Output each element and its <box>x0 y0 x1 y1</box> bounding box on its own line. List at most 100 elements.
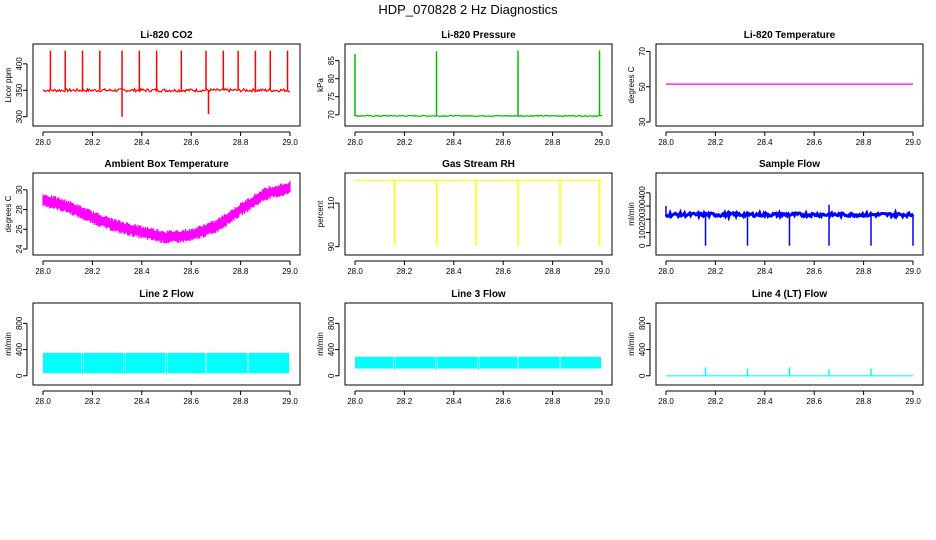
plot-frame <box>32 172 301 256</box>
data-band <box>42 181 291 244</box>
data-block <box>248 352 290 374</box>
y-axis-label: Licor ppm <box>4 67 13 102</box>
data-block <box>207 352 248 374</box>
x-tick-label: 29.0 <box>594 397 610 406</box>
y-tick-label: 80 <box>327 74 336 83</box>
x-tick-label: 29.0 <box>594 138 610 147</box>
y-tick-label: 350 <box>15 83 24 97</box>
data-block <box>395 356 436 369</box>
chart-panel: Gas Stream RH percent 28.0 28.2 28.4 28.6 28.8… <box>316 159 613 276</box>
plot-frame <box>344 43 613 127</box>
y-tick-label: 75 <box>327 92 336 101</box>
x-tick-label: 28.0 <box>658 397 674 406</box>
x-tick-label: 28.6 <box>495 397 511 406</box>
x-tick-label: 28.4 <box>134 397 150 406</box>
x-tick-label: 28.4 <box>446 138 462 147</box>
data-block <box>43 352 82 374</box>
y-tick-label: 800 <box>638 316 647 330</box>
x-tick-label: 29.0 <box>905 397 921 406</box>
chart-title: Li-820 CO2 <box>140 30 193 41</box>
data-block <box>560 356 602 369</box>
y-axis-label: percent <box>316 200 325 227</box>
y-tick-label: 0 <box>638 243 647 248</box>
x-tick-label: 28.4 <box>757 397 773 406</box>
chart-panel: Sample Flow ml/min 28.0 28.2 28.4 28.6 28.8 29.… <box>627 159 924 276</box>
data-line <box>354 114 603 118</box>
y-tick-label: 70 <box>638 47 647 56</box>
plot-frame <box>655 43 924 127</box>
data-block <box>355 356 394 369</box>
x-tick-label: 28.6 <box>183 267 199 276</box>
x-tick-label: 28.2 <box>708 138 724 147</box>
x-tick-label: 28.2 <box>397 397 413 406</box>
data-block <box>167 352 206 374</box>
x-tick-label: 28.2 <box>397 138 413 147</box>
x-tick-label: 28.4 <box>134 267 150 276</box>
y-axis-label: ml/min <box>316 332 325 356</box>
plot-frame <box>655 172 924 256</box>
x-tick-label: 28.6 <box>183 397 199 406</box>
x-tick-label: 28.4 <box>446 267 462 276</box>
y-tick-label: 70 <box>327 110 336 119</box>
chart-title: Line 3 Flow <box>451 289 506 300</box>
x-tick-label: 28.4 <box>446 397 462 406</box>
y-tick-label: 300 <box>15 109 24 123</box>
data-block <box>437 356 478 369</box>
y-tick-label: 90 <box>327 242 336 251</box>
plot-frame <box>32 43 301 127</box>
plot-frame <box>344 302 613 386</box>
x-tick-label: 28.2 <box>708 267 724 276</box>
x-tick-label: 28.0 <box>35 267 51 276</box>
x-tick-label: 28.6 <box>495 138 511 147</box>
x-tick-label: 28.4 <box>757 267 773 276</box>
y-tick-label: 100 <box>638 225 647 239</box>
y-tick-label: 300 <box>638 199 647 213</box>
data-block <box>83 352 124 374</box>
plot-frame <box>344 172 613 256</box>
x-tick-label: 28.0 <box>35 397 51 406</box>
y-axis-label: kPa <box>316 78 325 92</box>
chart-title: Gas Stream RH <box>442 159 515 170</box>
x-tick-label: 28.0 <box>347 397 363 406</box>
x-tick-label: 28.8 <box>856 138 872 147</box>
x-tick-label: 28.8 <box>545 397 561 406</box>
y-tick-label: 28 <box>15 205 24 214</box>
x-tick-label: 28.8 <box>545 138 561 147</box>
x-tick-label: 28.0 <box>347 138 363 147</box>
x-tick-label: 29.0 <box>905 138 921 147</box>
y-axis-label: degrees C <box>627 66 636 103</box>
x-tick-label: 28.0 <box>658 138 674 147</box>
x-tick-label: 28.6 <box>806 267 822 276</box>
x-tick-label: 29.0 <box>282 397 298 406</box>
x-tick-label: 29.0 <box>282 138 298 147</box>
chart-title: Li-820 Pressure <box>441 30 516 41</box>
chart-title: Line 2 Flow <box>139 289 194 300</box>
x-tick-label: 28.8 <box>856 267 872 276</box>
chart-title: Ambient Box Temperature <box>104 159 229 170</box>
y-tick-label: 200 <box>638 212 647 226</box>
y-tick-label: 30 <box>638 117 647 126</box>
x-tick-label: 28.2 <box>85 267 101 276</box>
x-tick-label: 28.4 <box>134 138 150 147</box>
x-tick-label: 28.6 <box>806 138 822 147</box>
chart-panel: Ambient Box Temperature degrees C 28.0 28.2… <box>4 159 301 276</box>
chart-panel: Li-820 CO2 Licor ppm 28.0 28.2 28.4 28.6 28.8 2… <box>4 30 301 147</box>
y-tick-label: 24 <box>15 244 24 253</box>
x-tick-label: 28.2 <box>85 397 101 406</box>
y-tick-label: 26 <box>15 224 24 233</box>
chart-panel: Line 2 Flow ml/min 28.0 28.2 28.4 28.6 28.8 29.… <box>4 289 301 406</box>
y-axis-label: ml/min <box>627 332 636 356</box>
y-tick-label: 85 <box>327 56 336 65</box>
x-tick-label: 28.8 <box>545 267 561 276</box>
x-tick-label: 28.2 <box>708 397 724 406</box>
x-tick-label: 28.8 <box>856 397 872 406</box>
x-tick-label: 28.8 <box>233 397 249 406</box>
chart-title: Line 4 (LT) Flow <box>752 289 828 300</box>
x-tick-label: 28.6 <box>183 138 199 147</box>
y-axis-label: degrees C <box>4 195 13 232</box>
y-tick-label: 400 <box>15 57 24 71</box>
x-tick-label: 28.8 <box>233 138 249 147</box>
data-block <box>479 356 518 369</box>
chart-panel: Line 4 (LT) Flow ml/min 28.0 28.2 28.4 28.6 28… <box>627 289 924 406</box>
y-axis-label: ml/min <box>627 202 636 226</box>
